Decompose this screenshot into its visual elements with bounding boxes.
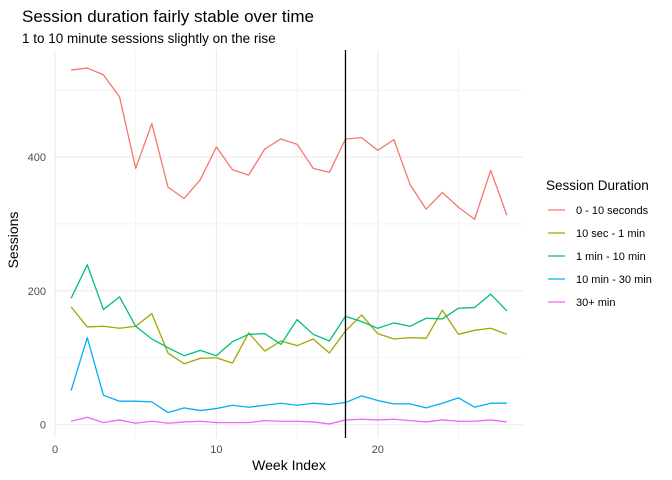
series-line xyxy=(70,264,508,357)
legend-label: 30+ min xyxy=(576,297,615,309)
legend-label: 0 - 10 seconds xyxy=(576,205,649,217)
grid-minor xyxy=(55,50,523,438)
x-tick-label: 0 xyxy=(52,444,58,456)
chart-title: Session duration fairly stable over time xyxy=(22,7,314,26)
legend-items: 0 - 10 seconds 10 sec - 1 min 1 min - 10 m… xyxy=(548,205,652,309)
x-tick-label: 10 xyxy=(210,444,222,456)
y-axis-title: Sessions xyxy=(5,212,21,269)
x-tick-label: 20 xyxy=(372,444,384,456)
chart-subtitle: 1 to 10 minute sessions slightly on the … xyxy=(22,31,276,46)
grid-major xyxy=(54,50,523,438)
legend: Session Duration 0 - 10 seconds 10 sec - … xyxy=(546,178,652,309)
y-tick-label: 0 xyxy=(40,420,46,432)
legend-title: Session Duration xyxy=(546,178,649,193)
y-tick-label: 200 xyxy=(28,286,46,298)
series-lines xyxy=(70,67,508,425)
legend-label: 10 min - 30 min xyxy=(576,274,652,286)
series-line xyxy=(70,416,507,425)
x-axis-title: Week Index xyxy=(252,457,326,473)
series-line xyxy=(70,337,507,414)
legend-label: 1 min - 10 min xyxy=(576,251,646,263)
y-tick-labels: 0 200 400 xyxy=(28,152,46,432)
x-tick-labels: 0 10 20 xyxy=(52,444,384,456)
series-line xyxy=(71,67,508,220)
y-tick-label: 400 xyxy=(28,152,46,164)
series-line xyxy=(70,306,508,365)
legend-label: 10 sec - 1 min xyxy=(576,228,645,240)
